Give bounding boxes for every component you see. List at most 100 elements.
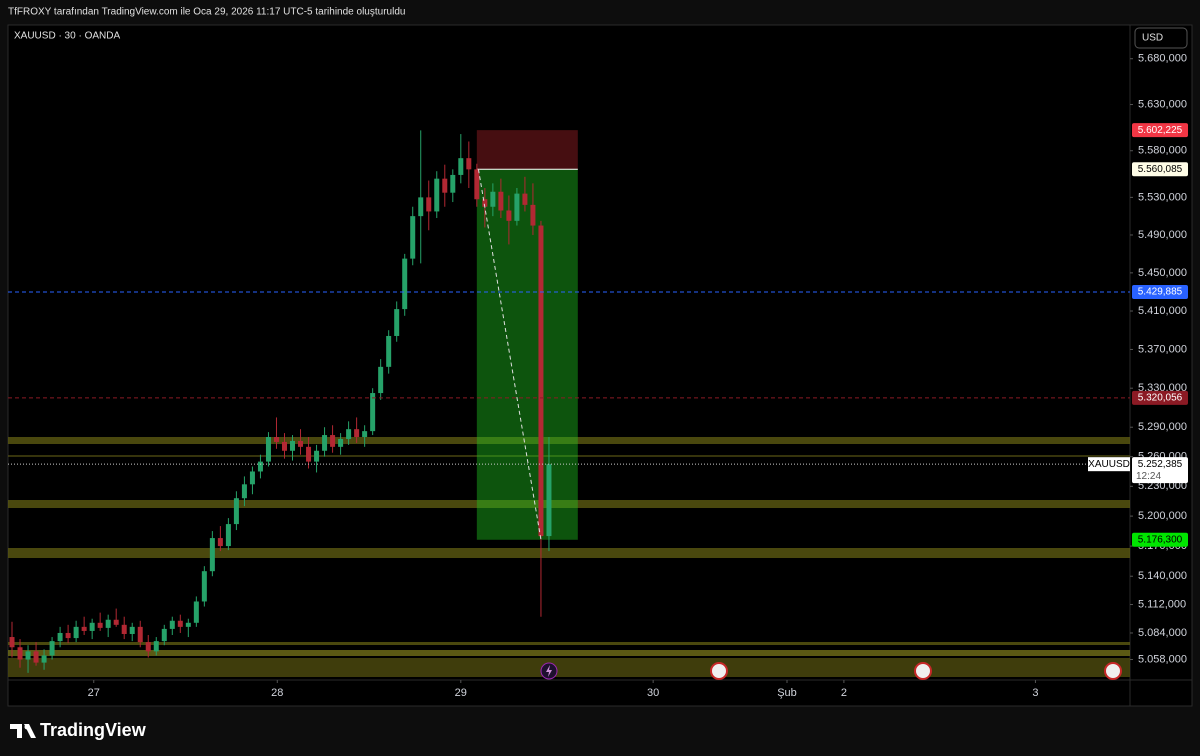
candle-body	[298, 440, 304, 447]
candle-body	[314, 450, 320, 462]
candle-body	[410, 216, 416, 259]
candle-body	[265, 437, 271, 462]
symbol-label: XAUUSD · 30 · OANDA	[14, 31, 120, 42]
last-price-bg	[1132, 457, 1188, 484]
candle-body	[394, 309, 400, 336]
zone	[8, 548, 1130, 558]
candle-body	[442, 178, 448, 193]
candle-body	[482, 199, 488, 207]
stop-zone	[476, 130, 578, 170]
x-tick-label: 27	[88, 687, 100, 699]
candle-body	[426, 197, 432, 212]
last-price-name: XAUUSD	[1088, 459, 1130, 470]
y-tick-label: 5.530,000	[1138, 191, 1187, 203]
logo-dot	[24, 724, 30, 730]
price-label: 5.560,085	[1138, 164, 1183, 175]
y-tick-label: 5.058,000	[1138, 653, 1187, 665]
candle-body	[49, 641, 55, 656]
candle-body	[370, 393, 376, 432]
candle-body	[362, 431, 368, 438]
zone	[8, 437, 1130, 444]
y-tick-label: 5.112,000	[1138, 598, 1186, 610]
candle-body	[346, 429, 352, 439]
candle-body	[65, 632, 71, 639]
y-tick-label: 5.230,000	[1138, 480, 1187, 492]
candle-body	[225, 524, 231, 547]
candle-body	[233, 498, 239, 525]
candle-body	[290, 440, 296, 451]
candle-body	[113, 619, 119, 625]
candle-body	[434, 178, 440, 212]
candle-body	[402, 258, 408, 310]
candle-body	[306, 446, 312, 462]
zone	[8, 658, 1130, 677]
header-caption: TfFROXY tarafından TradingView.com ile O…	[8, 7, 405, 18]
candle-body	[530, 204, 536, 226]
candle-body	[177, 620, 183, 627]
candle-body	[25, 651, 31, 660]
x-tick-label: 28	[271, 687, 283, 699]
event-icon[interactable]	[914, 662, 932, 680]
candle-body	[538, 225, 544, 537]
candle-body	[161, 628, 167, 642]
candle-body	[89, 622, 95, 631]
y-tick-label: 5.680,000	[1138, 53, 1187, 65]
price-label: 5.429,885	[1138, 287, 1183, 298]
candle-body	[97, 622, 103, 628]
price-label-bg	[1132, 532, 1188, 547]
candle-body	[129, 626, 135, 634]
x-tick-label: Şub	[777, 687, 797, 699]
candle-body	[466, 158, 472, 170]
x-tick-label: 2	[841, 687, 847, 699]
candle-body	[57, 632, 63, 642]
candle-body	[73, 626, 79, 639]
candle-body	[41, 655, 47, 663]
zone	[8, 642, 1130, 645]
candle-body	[145, 642, 151, 652]
zone	[8, 650, 1130, 656]
zone	[8, 500, 1130, 508]
candle-body	[33, 651, 39, 663]
candle-body	[490, 191, 496, 207]
y-tick-label: 5.290,000	[1138, 421, 1187, 433]
y-tick-label: 5.084,000	[1138, 627, 1187, 639]
footer-logo: TradingView	[10, 720, 147, 740]
candle-body	[185, 622, 191, 627]
currency-label[interactable]: USD	[1142, 33, 1163, 44]
event-icon[interactable]	[1104, 662, 1122, 680]
candle-body	[514, 193, 520, 221]
event-icon[interactable]	[710, 662, 728, 680]
price-label: 5.176,300	[1138, 534, 1183, 545]
candle-body	[193, 601, 199, 623]
price-label: 5.320,056	[1138, 393, 1183, 404]
candle-body	[273, 437, 279, 442]
logo-mark	[10, 724, 36, 738]
candle-body	[338, 438, 344, 447]
event-icons	[540, 662, 1122, 680]
y-tick-label: 5.450,000	[1138, 267, 1187, 279]
last-price-name-bg	[1088, 457, 1130, 472]
candle-body	[105, 619, 111, 628]
price-label-bg	[1132, 123, 1188, 138]
chart-panel	[7, 24, 1193, 707]
currency-button[interactable]	[1134, 27, 1188, 49]
candle-body	[9, 637, 15, 648]
candle-body	[241, 484, 247, 499]
y-tick-label: 5.630,000	[1138, 98, 1187, 110]
target-zone	[476, 169, 578, 540]
y-tick-label: 5.140,000	[1138, 570, 1187, 582]
event-icon-glyph	[546, 665, 552, 677]
y-tick-label: 5.200,000	[1138, 510, 1187, 522]
y-tick-label: 5.580,000	[1138, 145, 1187, 157]
candle-body	[201, 571, 207, 602]
x-tick-label: 30	[647, 687, 659, 699]
candle-body	[217, 538, 223, 547]
candle-body	[153, 641, 159, 652]
candle-body	[386, 335, 392, 367]
candle-body	[458, 158, 464, 175]
price-label-bg	[1132, 390, 1188, 405]
price-label: 5.602,225	[1138, 125, 1183, 136]
candle-body	[506, 210, 512, 221]
